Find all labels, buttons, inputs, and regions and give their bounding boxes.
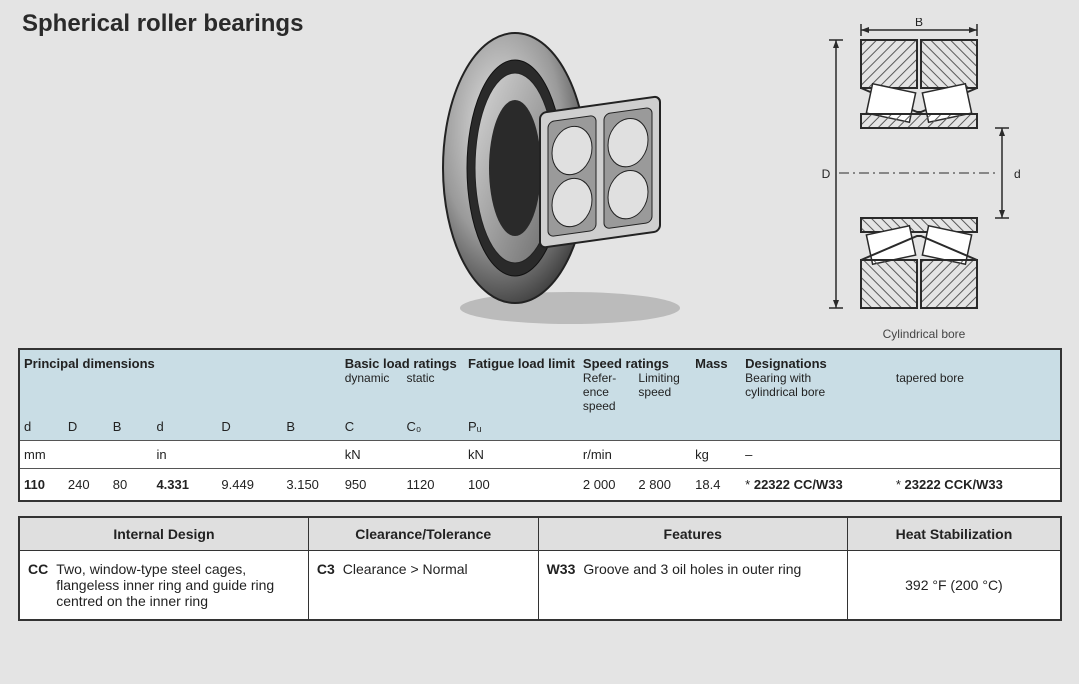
hero-row: B D	[0, 38, 1079, 348]
hdr-basic-load: Basic load ratings	[341, 349, 464, 371]
code-c3: C3	[317, 561, 343, 577]
cell-features: W33 Groove and 3 oil holes in outer ring	[538, 551, 847, 621]
unit-mm: mm	[19, 441, 152, 469]
hdr-features: Features	[538, 517, 847, 551]
cell-clearance: C3 Clearance > Normal	[308, 551, 538, 621]
val-desig-cyl: * 22322 CC/W33	[741, 469, 892, 502]
sym-D2: D	[217, 415, 282, 441]
unit-kN2: kN	[464, 441, 579, 469]
text-clearance: Clearance > Normal	[343, 561, 468, 577]
val-desig-tap: * 23222 CCK/W33	[892, 469, 1061, 502]
unit-kN1: kN	[341, 441, 464, 469]
table-row: 110 240 80 4.331 9.449 3.150 950 1120 10…	[19, 469, 1061, 502]
sub-dynamic: dynamic	[341, 371, 403, 415]
bearing-3d-illustration	[420, 18, 700, 333]
cell-internal: CC Two, window-type steel cages, flangel…	[19, 551, 308, 621]
dim-label-D: D	[822, 167, 831, 181]
val-C: 950	[341, 469, 403, 502]
val-Pu: 100	[464, 469, 579, 502]
schematic-caption: Cylindrical bore	[799, 327, 1049, 341]
dim-label-d: d	[1014, 167, 1021, 181]
sub-static: static	[403, 371, 464, 415]
val-C0: 1120	[403, 469, 464, 502]
sym-D: D	[64, 415, 109, 441]
val-D-mm: 240	[64, 469, 109, 502]
val-lim-speed: 2 800	[634, 469, 691, 502]
code-cc: CC	[28, 561, 56, 577]
sym-B2: B	[282, 415, 340, 441]
hdr-principal: Principal dimensions	[19, 349, 341, 371]
detail-table: Internal Design Clearance/Tolerance Feat…	[18, 516, 1062, 621]
hdr-speed: Speed ratings	[579, 349, 691, 371]
sub-cyl-bore: Bearing withcylindrical bore	[741, 371, 892, 415]
sym-C0: C₀	[403, 415, 464, 441]
code-w33: W33	[547, 561, 584, 577]
hdr-fatigue: Fatigue load limit	[464, 349, 579, 371]
unit-rmin: r/min	[579, 441, 691, 469]
sym-B: B	[109, 415, 153, 441]
val-D-in: 9.449	[217, 469, 282, 502]
hdr-clearance: Clearance/Tolerance	[308, 517, 538, 551]
cell-heat: 392 °F (200 °C)	[847, 551, 1061, 621]
val-mass: 18.4	[691, 469, 741, 502]
val-ref-speed: 2 000	[579, 469, 635, 502]
schematic-drawing: B D	[799, 18, 1049, 341]
unit-dash: –	[741, 441, 1061, 469]
hdr-mass: Mass	[691, 349, 741, 371]
unit-kg: kg	[691, 441, 741, 469]
unit-in: in	[152, 441, 340, 469]
hdr-designations: Designations	[741, 349, 1061, 371]
sub-tapered: tapered bore	[892, 371, 1061, 415]
sub-lim-speed: Limitingspeed	[634, 371, 691, 415]
sub-ref-speed: Refer-encespeed	[579, 371, 635, 415]
hdr-heat: Heat Stabilization	[847, 517, 1061, 551]
hdr-internal: Internal Design	[19, 517, 308, 551]
dim-label-b: B	[915, 18, 923, 29]
sym-d: d	[19, 415, 64, 441]
val-d-mm: 110	[19, 469, 64, 502]
val-B-in: 3.150	[282, 469, 340, 502]
sym-C: C	[341, 415, 403, 441]
text-features: Groove and 3 oil holes in outer ring	[583, 561, 801, 577]
sym-d2: d	[152, 415, 217, 441]
spec-table: Principal dimensions Basic load ratings …	[18, 348, 1062, 502]
sym-Pu: Pᵤ	[464, 415, 579, 441]
val-B-mm: 80	[109, 469, 153, 502]
text-internal: Two, window-type steel cages, flangeless…	[56, 561, 300, 609]
val-d-in: 4.331	[152, 469, 217, 502]
